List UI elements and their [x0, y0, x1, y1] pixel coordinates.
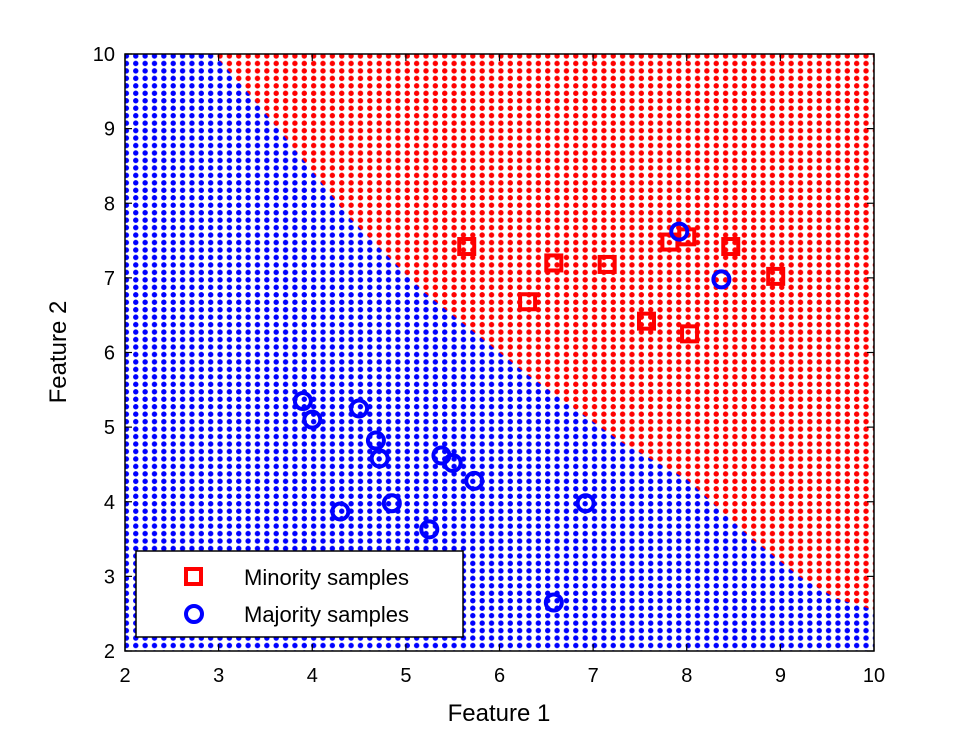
y-tick-label: 5 — [104, 417, 115, 439]
y-tick-label: 8 — [104, 193, 115, 215]
majority-sample-point — [419, 519, 440, 540]
y-tick-label: 9 — [104, 119, 115, 141]
y-tick-label: 10 — [93, 44, 115, 66]
minority-sample-point — [457, 237, 477, 257]
legend-majority-marker — [184, 604, 204, 624]
y-axis-label: Feature 2 — [45, 301, 72, 404]
legend: Minority samples Majority samples — [135, 550, 464, 638]
majority-sample-point — [302, 409, 323, 430]
minority-sample-point — [636, 311, 656, 331]
majority-sample-point — [365, 430, 386, 451]
majority-sample-point — [369, 448, 390, 469]
majority-sample-point — [669, 221, 690, 242]
x-tick-label: 10 — [863, 665, 885, 687]
x-tick-label: 6 — [494, 665, 505, 687]
majority-sample-point — [292, 391, 313, 412]
x-tick-label: 5 — [400, 665, 411, 687]
legend-minority-label: Minority samples — [244, 565, 409, 590]
minority-sample-point — [544, 253, 564, 273]
y-tick-label: 7 — [104, 268, 115, 290]
y-tick-label: 3 — [104, 566, 115, 588]
minority-sample-point — [597, 254, 617, 274]
data-points — [292, 221, 786, 613]
majority-sample-point — [575, 493, 596, 514]
x-axis-label: Feature 1 — [448, 700, 551, 727]
minority-sample-point — [721, 237, 741, 257]
legend-majority-label: Majority samples — [244, 602, 409, 627]
majority-sample-point — [711, 269, 732, 290]
majority-sample-point — [381, 493, 402, 514]
x-tick-label: 3 — [213, 665, 224, 687]
minority-sample-point — [518, 292, 538, 312]
x-tick-label: 9 — [775, 665, 786, 687]
majority-sample-point — [543, 592, 564, 613]
minority-sample-point — [680, 324, 700, 344]
axis-ticks: 2 3 4 5 6 7 8 9 10 2 3 4 5 6 7 8 9 10 — [93, 44, 885, 687]
x-tick-label: 2 — [119, 665, 130, 687]
majority-sample-point — [464, 470, 485, 491]
y-tick-label: 4 — [104, 492, 115, 514]
x-tick-label: 7 — [588, 665, 599, 687]
legend-minority-marker — [184, 567, 203, 586]
majority-sample-point — [442, 452, 463, 473]
majority-sample-point — [349, 398, 370, 419]
x-tick-label: 8 — [681, 665, 692, 687]
majority-sample-point — [330, 501, 351, 522]
minority-decision-region — [213, 54, 874, 610]
y-tick-label: 6 — [104, 343, 115, 365]
y-tick-label: 2 — [104, 641, 115, 663]
minority-sample-point — [766, 266, 786, 286]
x-tick-label: 4 — [307, 665, 318, 687]
